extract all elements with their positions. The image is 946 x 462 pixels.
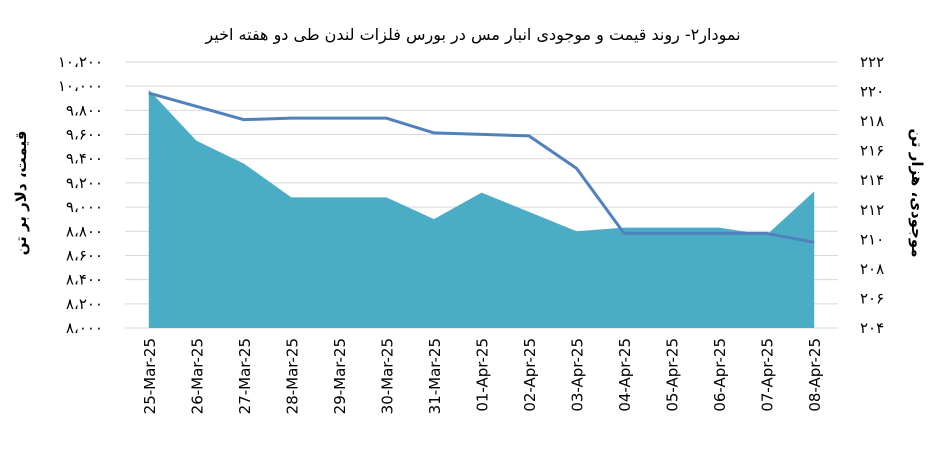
x-tick-label: 26-Mar-25 <box>188 338 206 414</box>
left-axis-label: قیمت، دلار بر تن <box>12 131 30 256</box>
left-tick-label: ۱۰،۲۰۰ <box>58 53 103 71</box>
x-tick-label: 01-Apr-25 <box>474 338 492 412</box>
chart-title: نمودار۲- روند قیمت و موجودی انبار مس در … <box>204 25 740 45</box>
left-axis-ticks: ۸،۰۰۰ ۸،۲۰۰ ۸،۴۰۰ ۸،۶۰۰ ۸،۸۰۰ ۹،۰۰۰ ۹،۲۰۰ ۹،۴۰۰… <box>58 53 103 337</box>
left-tick-label: ۸،۲۰۰ <box>66 295 103 313</box>
x-tick-label: 25-Mar-25 <box>141 338 159 414</box>
right-tick-label: ۲۰۶ <box>860 289 884 307</box>
right-tick-label: ۲۲۰ <box>860 83 884 101</box>
x-tick-label: 28-Mar-25 <box>283 338 301 414</box>
x-tick-label: 30-Mar-25 <box>378 338 396 414</box>
price-area-series <box>148 89 815 329</box>
left-tick-label: ۹،۰۰۰ <box>66 198 103 216</box>
left-tick-label: ۹،۴۰۰ <box>66 150 103 168</box>
x-tick-label: 06-Apr-25 <box>711 338 729 412</box>
x-tick-label: 05-Apr-25 <box>664 338 682 412</box>
x-tick-label: 04-Apr-25 <box>616 338 634 412</box>
left-tick-label: ۹،۸۰۰ <box>66 101 103 119</box>
x-tick-label: 07-Apr-25 <box>759 338 777 412</box>
right-tick-label: ۲۰۸ <box>860 260 884 278</box>
x-axis-ticks: 25-Mar-25 26-Mar-25 27-Mar-25 28-Mar-25 29-M… <box>141 338 824 414</box>
right-tick-label: ۲۲۲ <box>860 53 884 71</box>
x-tick-label: 29-Mar-25 <box>331 338 349 414</box>
left-tick-label: ۸،۰۰۰ <box>66 319 103 337</box>
right-tick-label: ۲۱۲ <box>860 201 884 219</box>
x-tick-label: 27-Mar-25 <box>236 338 254 414</box>
x-tick-label: 08-Apr-25 <box>806 338 824 412</box>
right-axis-label: موجودی، هزار تن <box>908 128 926 257</box>
x-tick-label: 03-Apr-25 <box>569 338 587 412</box>
right-axis-ticks: ۲۰۴ ۲۰۶ ۲۰۸ ۲۱۰ ۲۱۲ ۲۱۴ ۲۱۶ ۲۱۸ ۲۲۰ ۲۲۲ <box>860 53 884 337</box>
right-tick-label: ۲۱۰ <box>860 230 884 248</box>
left-tick-label: ۸،۶۰۰ <box>66 246 103 264</box>
right-tick-label: ۲۰۴ <box>860 319 884 337</box>
left-tick-label: ۹،۶۰۰ <box>66 126 103 144</box>
x-tick-label: 02-Apr-25 <box>521 338 539 412</box>
right-tick-label: ۲۱۶ <box>860 142 884 160</box>
left-tick-label: ۸،۴۰۰ <box>66 271 103 289</box>
right-tick-label: ۲۱۴ <box>860 171 884 189</box>
left-tick-label: ۸،۸۰۰ <box>66 222 103 240</box>
inventory-line-series <box>148 91 815 244</box>
left-tick-label: ۹،۲۰۰ <box>66 174 103 192</box>
left-tick-label: ۱۰،۰۰۰ <box>58 77 103 95</box>
x-tick-label: 31-Mar-25 <box>426 338 444 414</box>
right-tick-label: ۲۱۸ <box>860 112 884 130</box>
inventory-line <box>148 91 815 244</box>
price-area <box>148 89 815 329</box>
